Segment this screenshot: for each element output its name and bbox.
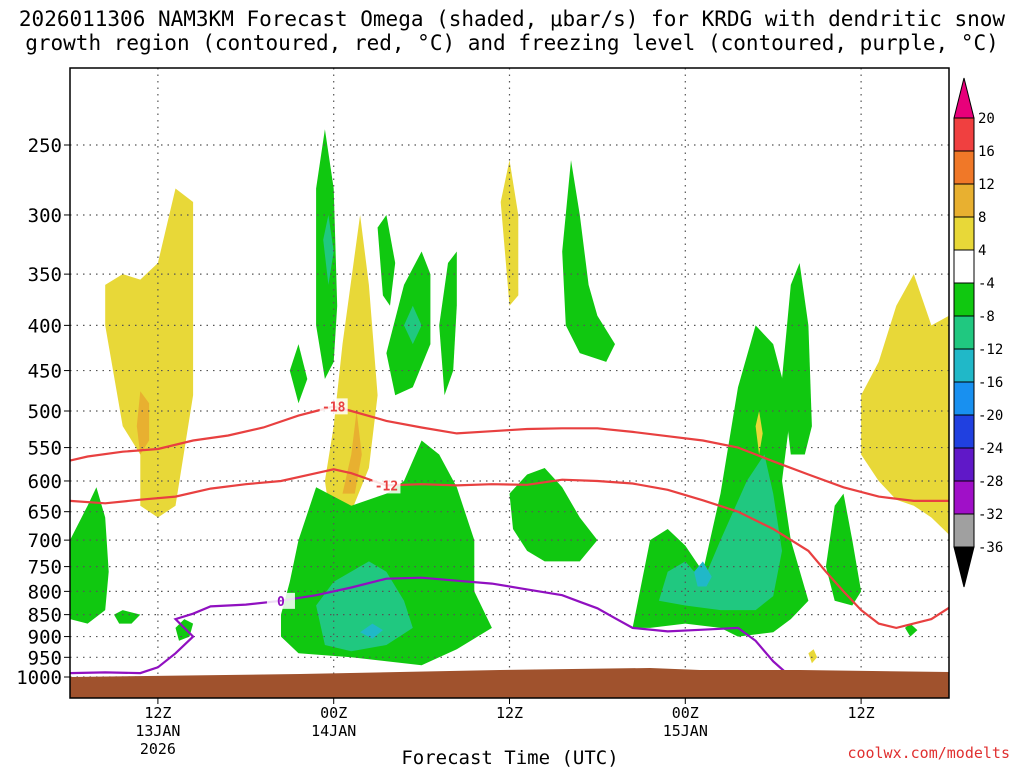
colorbar-segment-1	[953, 117, 975, 152]
colorbar: 20 16 12 8 4 -4 -8 -12 -16 -20 -24 -28 -32 -36	[953, 77, 1003, 588]
contour-layer: -18 -12 0	[69, 398, 950, 678]
omega-region-12	[562, 160, 615, 362]
colorbar-label-3: 8	[978, 210, 986, 226]
colorbar-label-0: 20	[978, 111, 995, 127]
freezing-contour-0-label-bg	[266, 592, 295, 609]
ytick-label-900: 900	[28, 627, 62, 649]
omega-region-23	[782, 263, 812, 455]
omega-region-2	[324, 215, 378, 541]
omega-region-22	[694, 561, 712, 587]
omega-region-7	[377, 215, 396, 306]
dgz-contour-1-label: -12	[375, 479, 398, 494]
omega-region-26	[861, 274, 949, 535]
colorbar-segment-9	[953, 381, 975, 416]
freezing-contour-0-label: 0	[277, 595, 285, 610]
ytick-label-850: 850	[28, 605, 62, 627]
x-axis-label: Forecast Time (UTC)	[401, 747, 618, 768]
omega-region-5	[323, 215, 334, 285]
xtick-label-36: 00Z	[672, 704, 699, 722]
colorbar-label-2: 12	[978, 177, 995, 193]
dgz-contour-1-label-bg	[372, 477, 401, 494]
colorbar-segment-2	[953, 150, 975, 185]
ytick-label-650: 650	[28, 502, 62, 524]
colorbar-label-1: 16	[978, 144, 995, 160]
xtick-label-16: 00Z	[320, 704, 347, 722]
colorbar-top-arrow	[953, 77, 975, 119]
credit-text: coolwx.com/modelts	[847, 744, 1010, 762]
freezing-contour-0-line	[69, 576, 792, 678]
omega-region-6	[500, 160, 519, 306]
omega-region-16	[509, 468, 598, 562]
ytick-label-500: 500	[28, 401, 62, 423]
chart-title-line2: growth region (contoured, red, °C) and f…	[25, 31, 999, 55]
colorbar-label-7: -12	[978, 342, 1003, 358]
ytick-label-600: 600	[28, 471, 62, 493]
colorbar-segment-13	[953, 513, 975, 548]
colorbar-segment-7	[953, 315, 975, 350]
omega-region-21	[658, 454, 782, 611]
colorbar-label-13: -36	[978, 540, 1003, 556]
omega-region-28	[808, 649, 818, 664]
ytick-label-400: 400	[28, 315, 62, 337]
colorbar-segment-4	[953, 216, 975, 251]
colorbar-bottom-arrow	[953, 546, 975, 588]
xtick-date-36: 15JAN	[663, 722, 708, 740]
colorbar-segment-8	[953, 348, 975, 383]
omega-region-27	[755, 411, 763, 455]
omega-region-9	[404, 305, 422, 345]
ytick-label-450: 450	[28, 361, 62, 383]
ytick-label-800: 800	[28, 581, 62, 603]
dgz-contour-1-line	[69, 468, 950, 630]
omega-region-15	[360, 623, 383, 639]
xtick-date-6: 13JAN	[135, 722, 180, 740]
colorbar-label-8: -16	[978, 375, 1003, 391]
ytick-label-700: 700	[28, 530, 62, 552]
xtick-label-6: 12Z	[144, 704, 171, 722]
colorbar-label-4: 4	[978, 243, 986, 259]
terrain-ground	[70, 668, 949, 698]
xtick-label-46: 12Z	[848, 704, 875, 722]
ytick-label-1000: 1000	[16, 667, 62, 689]
colorbar-label-11: -28	[978, 474, 1003, 490]
ytick-label-350: 350	[28, 264, 62, 286]
y-axis-ticks: 2503003504004505005506006507007508008509…	[16, 135, 70, 689]
colorbar-label-6: -8	[978, 309, 995, 325]
colorbar-segment-6	[953, 282, 975, 317]
omega-shading-layer	[70, 129, 949, 666]
dgz-contour-0-label-bg	[319, 398, 348, 415]
omega-region-18	[114, 610, 141, 624]
ytick-label-550: 550	[28, 438, 62, 460]
colorbar-label-12: -32	[978, 507, 1003, 523]
ytick-label-950: 950	[28, 647, 62, 669]
omega-region-24	[825, 493, 862, 606]
colorbar-label-5: -4	[978, 276, 995, 292]
dgz-contour-0-line	[69, 405, 949, 502]
omega-region-14	[316, 561, 413, 652]
plot-area: -18 -12 0	[69, 67, 950, 699]
dgz-contour-0-label: -18	[322, 400, 346, 415]
ytick-label-250: 250	[28, 135, 62, 157]
colorbar-label-10: -24	[978, 441, 1003, 457]
colorbar-segment-11	[953, 447, 975, 482]
omega-region-0	[105, 188, 194, 518]
omega-region-17	[70, 487, 109, 624]
ytick-label-750: 750	[28, 557, 62, 579]
ytick-label-300: 300	[28, 205, 62, 227]
omega-region-1	[136, 391, 150, 455]
colorbar-segment-10	[953, 414, 975, 449]
colorbar-segment-12	[953, 480, 975, 515]
xtick-label-26: 12Z	[496, 704, 523, 722]
colorbar-label-9: -20	[978, 408, 1003, 424]
xtick-year-6: 2026	[140, 740, 176, 758]
grid-layer	[70, 68, 949, 698]
colorbar-segment-5	[953, 249, 975, 284]
colorbar-segment-3	[953, 183, 975, 218]
chart-title-line1: 2026011306 NAM3KM Forecast Omega (shaded…	[19, 7, 1006, 31]
omega-region-11	[289, 344, 308, 404]
xtick-date-16: 14JAN	[311, 722, 356, 740]
omega-region-10	[439, 251, 457, 396]
omega-region-25	[905, 623, 918, 637]
